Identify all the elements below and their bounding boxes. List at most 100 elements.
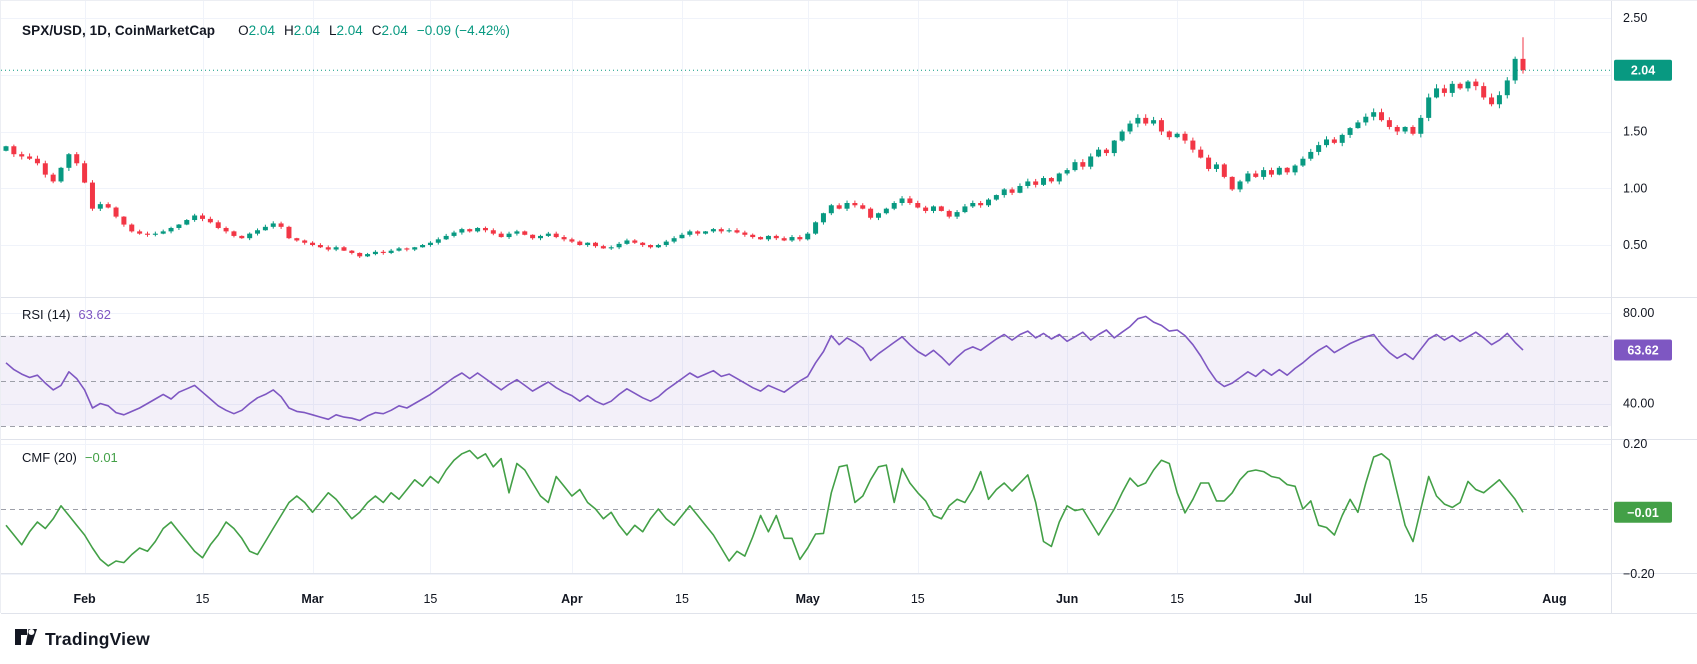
symbol-header[interactable]: SPX/USD, 1D, CoinMarketCap O2.04 H2.04 L2.0… — [22, 23, 510, 38]
candle-body — [333, 247, 339, 250]
candle-body — [514, 231, 520, 234]
last-price-badge — [1614, 59, 1672, 81]
candle-body — [773, 235, 779, 239]
time-axis-label: Apr — [561, 592, 583, 606]
candle-body — [506, 233, 512, 238]
candle-body — [1151, 120, 1157, 124]
candle-body — [710, 229, 716, 232]
change-value: −0.09 (−4.42%) — [416, 23, 510, 38]
cmf-indicator-legend[interactable]: CMF (20) −0.01 — [22, 450, 118, 465]
candle-body — [207, 218, 213, 223]
candle-body — [58, 167, 64, 182]
low-label: L — [328, 23, 337, 38]
symbol-title[interactable]: SPX/USD, 1D, CoinMarketCap — [22, 23, 216, 38]
candle-body — [624, 240, 630, 244]
candle-body — [1323, 139, 1329, 146]
candle-body — [1166, 131, 1172, 138]
candle-body — [482, 227, 488, 231]
cmf-axis-label: 0.20 — [1623, 437, 1647, 451]
candle-body — [1221, 164, 1227, 177]
candle-body — [192, 215, 198, 221]
tradingview-attribution[interactable]: TradingView — [14, 624, 150, 654]
candle-body — [498, 233, 504, 238]
candle-body — [1308, 151, 1314, 159]
candle-body — [1182, 133, 1188, 141]
candle-body — [805, 233, 811, 240]
cmf-title[interactable]: CMF (20) — [22, 450, 77, 465]
candle-body — [412, 247, 418, 250]
candle-body — [239, 235, 245, 239]
candle-body — [930, 206, 936, 211]
candle-body — [1111, 140, 1117, 154]
candle-body — [404, 248, 410, 250]
candle-body — [1253, 173, 1259, 177]
candle-body — [1127, 123, 1133, 132]
candle-body — [200, 215, 206, 219]
candle-body — [1119, 131, 1125, 141]
candle-body — [1465, 81, 1471, 89]
candle-body — [522, 231, 528, 235]
candle-body — [89, 182, 95, 209]
candle-body — [1520, 58, 1526, 71]
candle-body — [121, 216, 127, 225]
candle-body — [868, 208, 874, 218]
candle-body — [632, 240, 638, 243]
candlestick-series — [3, 37, 1526, 259]
rsi-title[interactable]: RSI (14) — [22, 307, 71, 322]
candle-body — [3, 146, 9, 151]
open-value: 2.04 — [248, 23, 275, 38]
candle-body — [891, 203, 897, 209]
tradingview-brand-text: TradingView — [45, 628, 150, 649]
candle-body — [569, 239, 575, 242]
candle-body — [82, 163, 88, 183]
open-label: O — [238, 23, 249, 38]
candle-body — [946, 210, 952, 217]
candle-body — [1371, 112, 1377, 117]
candle-body — [608, 247, 614, 249]
candle-body — [986, 199, 992, 206]
price-axis-label: 1.00 — [1623, 181, 1647, 195]
candle-body — [475, 227, 481, 232]
candle-body — [954, 212, 960, 217]
candle-body — [1441, 88, 1447, 93]
candle-body — [357, 252, 363, 257]
candle-body — [451, 232, 457, 236]
candle-body — [530, 234, 536, 239]
candle-body — [1512, 58, 1518, 81]
candle-body — [1504, 80, 1510, 96]
cmf-axis-label: −0.20 — [1623, 567, 1655, 581]
chart-canvas[interactable]: 2.50 1.50 1.00 0.50 80.00 40.00 0.20 −0.20 Feb 15… — [1, 1, 1697, 614]
candle-body — [184, 220, 190, 225]
time-axis-label: 15 — [911, 592, 925, 606]
plot-area[interactable] — [1, 1, 1611, 573]
candle-body — [11, 146, 17, 155]
candle-body — [1048, 178, 1054, 182]
time-axis-label: May — [796, 592, 820, 606]
candle-body — [1355, 122, 1361, 129]
candle-body — [537, 235, 543, 239]
cmf-value-badge — [1614, 501, 1672, 523]
candle-body — [1198, 149, 1204, 158]
candle-body — [1426, 97, 1432, 118]
rsi-indicator-legend[interactable]: RSI (14) 63.62 — [22, 307, 111, 322]
candle-body — [1080, 162, 1086, 167]
candle-body — [105, 204, 111, 208]
time-axis-label: 15 — [196, 592, 210, 606]
candle-body — [1237, 181, 1243, 190]
time-axis-label: 15 — [1170, 592, 1184, 606]
candle-body — [828, 205, 834, 214]
candle-body — [255, 230, 261, 234]
candle-body — [160, 231, 166, 234]
candle-body — [938, 206, 944, 211]
candle-body — [1190, 140, 1196, 150]
candle-body — [144, 233, 150, 235]
price-axis-label: 0.50 — [1623, 238, 1647, 252]
candle-body — [270, 223, 276, 227]
candle-body — [1489, 97, 1495, 105]
candle-body — [1103, 149, 1109, 154]
cmf-line — [5, 449, 1524, 567]
time-axis-label: Aug — [1542, 592, 1566, 606]
candle-body — [923, 207, 929, 211]
candle-body — [1213, 164, 1219, 169]
candle-body — [1245, 173, 1251, 182]
